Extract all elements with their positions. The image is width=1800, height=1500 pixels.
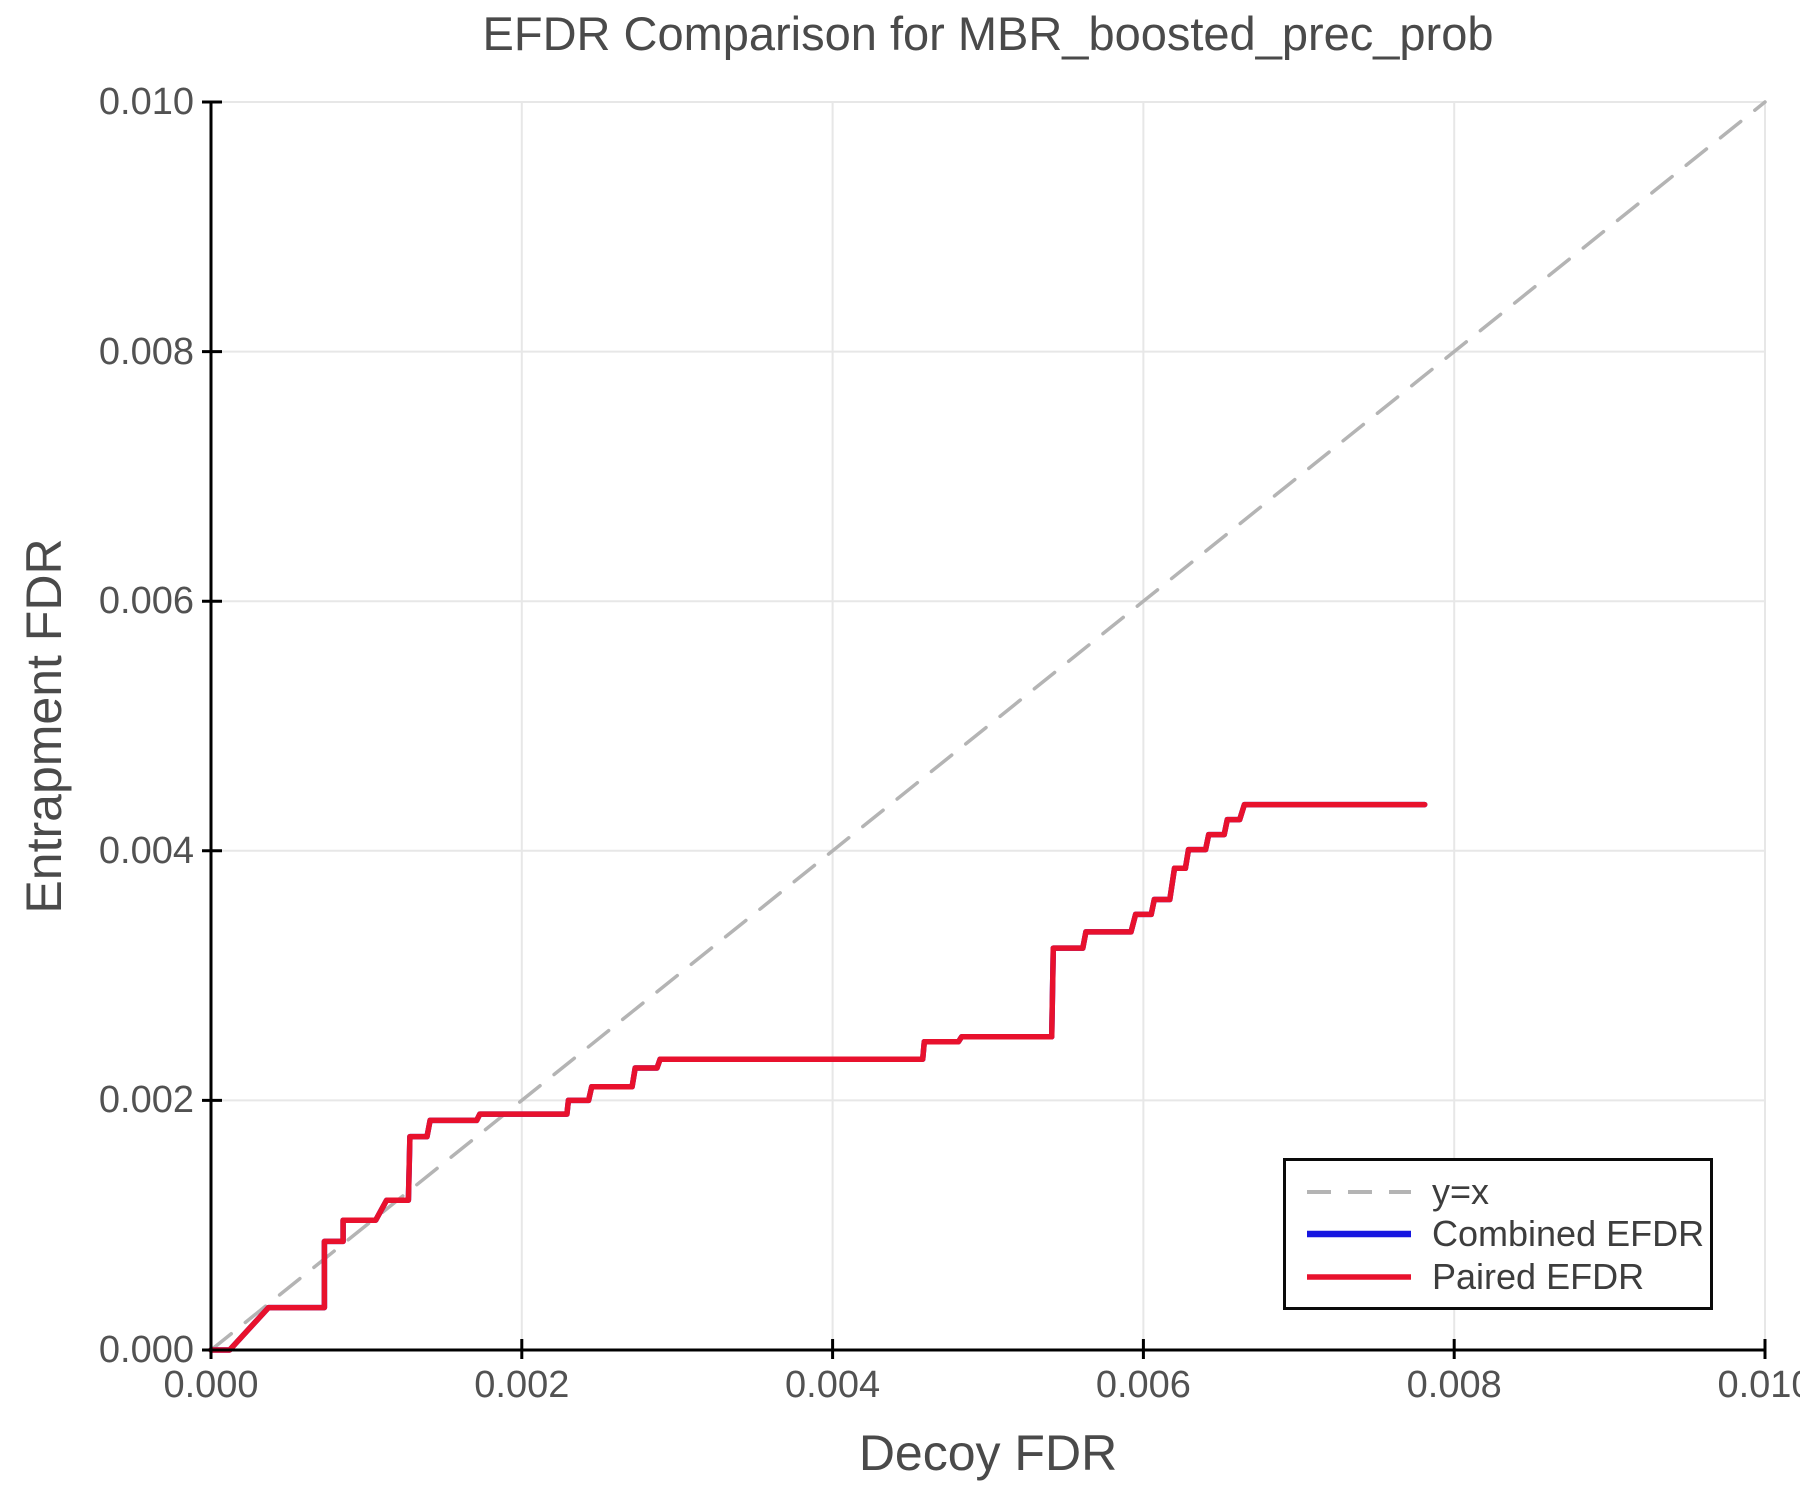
x-tick-label: 0.004 xyxy=(785,1364,881,1406)
y-tick-label: 0.010 xyxy=(98,81,194,123)
data-series xyxy=(208,100,1767,1353)
y-axis-label: Entrapment FDR xyxy=(16,538,72,914)
legend-box: y=x Combined EFDR Paired EFDR xyxy=(1283,1158,1713,1310)
y-tick-label: 0.008 xyxy=(98,330,194,373)
x-tick-label: 0.010 xyxy=(1717,1364,1800,1406)
x-tick-label: 0.002 xyxy=(474,1364,570,1406)
x-axis-label: Decoy FDR xyxy=(858,1425,1118,1481)
legend-item-identity-line: y=x xyxy=(1304,1170,1692,1212)
legend-item-paired-efdr: Paired EFDR xyxy=(1304,1255,1692,1297)
legend-label: Combined EFDR xyxy=(1432,1213,1705,1254)
paired-efdr-swatch-icon xyxy=(1307,1273,1411,1280)
legend-label: y=x xyxy=(1432,1170,1490,1212)
x-tick-label: 0.008 xyxy=(1406,1364,1502,1406)
y-tick-label: 0.004 xyxy=(98,829,194,872)
axis-tick-marks xyxy=(202,100,1767,1359)
legend-item-combined-efdr: Combined EFDR xyxy=(1304,1216,1704,1252)
y-tick-label: 0.002 xyxy=(98,1079,194,1122)
y-tick-label: 0.000 xyxy=(98,1329,194,1371)
y-tick-label: 0.006 xyxy=(98,580,194,623)
chart-title: EFDR Comparison for MBR_boosted_prec_pro… xyxy=(482,7,1494,60)
legend-label: Paired EFDR xyxy=(1432,1255,1645,1297)
axis-spines xyxy=(209,102,1765,1352)
combined-efdr-swatch-icon xyxy=(1307,1230,1411,1238)
x-tick-label: 0.006 xyxy=(1095,1364,1191,1406)
x-tick-label: 0.000 xyxy=(163,1364,259,1406)
identity-line-swatch-icon xyxy=(1307,1189,1411,1194)
